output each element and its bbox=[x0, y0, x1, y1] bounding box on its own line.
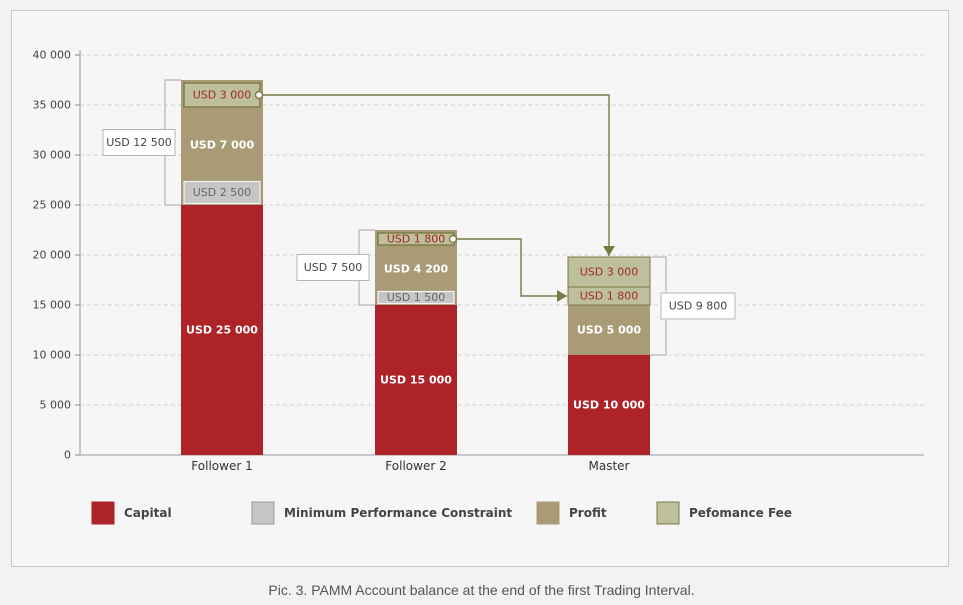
data-label: USD 1 500 bbox=[387, 291, 446, 304]
figure-caption: Pic. 3. PAMM Account balance at the end … bbox=[268, 582, 695, 598]
bar-segment-constraint bbox=[183, 180, 261, 205]
y-tick-label: 25 000 bbox=[33, 199, 72, 212]
data-label: USD 1 800 bbox=[580, 290, 639, 303]
data-label: USD 1 800 bbox=[387, 233, 446, 246]
data-label: USD 25 000 bbox=[186, 324, 258, 337]
legend-swatch-fee bbox=[656, 501, 680, 525]
data-label: USD 4 200 bbox=[384, 263, 449, 276]
bar-segment-capital bbox=[375, 305, 457, 455]
legend-label: Minimum Performance Constraint bbox=[284, 506, 512, 520]
bracket-total-label: USD 12 500 bbox=[106, 136, 172, 149]
y-tick-label: 35 000 bbox=[33, 99, 72, 112]
bar-segment-capital bbox=[181, 205, 263, 455]
y-tick-label: 30 000 bbox=[33, 149, 72, 162]
bracket-total-box bbox=[296, 254, 370, 281]
fee-transfer-arrow bbox=[453, 238, 567, 297]
data-label: USD 5 000 bbox=[577, 324, 642, 337]
y-tick-label: 20 000 bbox=[33, 249, 72, 262]
x-tick-label: Follower 2 bbox=[385, 459, 446, 473]
chart-frame bbox=[11, 10, 949, 567]
x-tick-label: Follower 1 bbox=[191, 459, 252, 473]
legend-swatch-profit bbox=[536, 501, 560, 525]
bracket-total-label: USD 7 500 bbox=[304, 261, 363, 274]
y-tick-label: 10 000 bbox=[33, 349, 72, 362]
y-tick-label: 15 000 bbox=[33, 299, 72, 312]
legend-label: Pefomance Fee bbox=[689, 506, 792, 520]
bar-segment-profit bbox=[375, 248, 457, 290]
data-label: USD 15 000 bbox=[380, 374, 452, 387]
legend-label: Profit bbox=[569, 506, 607, 520]
arrow-origin-dot bbox=[448, 234, 458, 244]
y-tick-label: 5 000 bbox=[40, 399, 72, 412]
data-label: USD 2 500 bbox=[193, 186, 252, 199]
arrow-origin-dot bbox=[254, 90, 264, 100]
y-tick-label: 0 bbox=[64, 449, 71, 462]
y-tick-label: 40 000 bbox=[33, 49, 72, 62]
bracket-total-label: USD 9 800 bbox=[669, 300, 728, 313]
fee-transfer-arrow bbox=[259, 94, 610, 256]
bracket-total-box bbox=[102, 129, 176, 156]
bar-segment-profit bbox=[181, 110, 263, 180]
bar-segment-capital bbox=[568, 355, 650, 455]
bar-segment-fee bbox=[567, 256, 651, 288]
x-tick-label: Master bbox=[589, 459, 630, 473]
data-label: USD 3 000 bbox=[193, 89, 252, 102]
legend-swatch-capital bbox=[91, 501, 115, 525]
legend-swatch-constraint bbox=[251, 501, 275, 525]
bar-segment-constraint bbox=[377, 290, 455, 305]
legend-label: Capital bbox=[124, 506, 172, 520]
arrow-head bbox=[603, 246, 615, 256]
data-label: USD 3 000 bbox=[580, 266, 639, 279]
bar-segment-fee bbox=[183, 82, 261, 108]
bracket-total-box bbox=[660, 292, 736, 320]
arrow-head bbox=[557, 290, 567, 302]
data-label: USD 10 000 bbox=[573, 399, 645, 412]
data-label: USD 7 000 bbox=[190, 139, 255, 152]
bar-segment-profit bbox=[568, 305, 650, 355]
